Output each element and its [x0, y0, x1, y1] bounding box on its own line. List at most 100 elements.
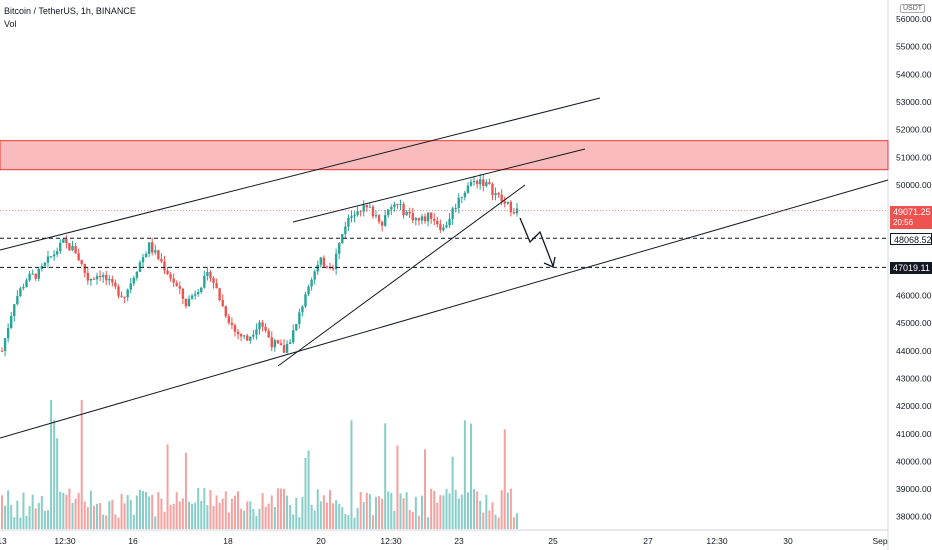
volume-bar	[276, 488, 279, 529]
candle-body	[117, 286, 120, 296]
time-tick-label: 12:30	[380, 536, 402, 546]
candle-body	[420, 216, 424, 221]
volume-indicator-label[interactable]: Vol	[4, 19, 17, 29]
candle-body	[380, 221, 384, 226]
candle-body	[43, 262, 47, 266]
volume-bar	[494, 514, 497, 529]
volume-bar	[289, 504, 292, 529]
candle-body	[457, 197, 460, 208]
volume-bar	[436, 502, 439, 529]
candle-body	[138, 262, 142, 272]
candle-body	[334, 253, 338, 270]
candle-body	[215, 282, 218, 289]
volume-bar	[142, 491, 145, 529]
candle-body	[120, 295, 123, 297]
candle-body	[423, 216, 427, 222]
candle-body	[3, 338, 7, 351]
candle-body	[227, 316, 231, 323]
volume-bar	[439, 495, 442, 529]
candle-body	[466, 185, 470, 193]
volume-bar	[338, 503, 341, 529]
volume-bar	[237, 491, 240, 529]
candle-body	[390, 207, 393, 210]
candle-body	[454, 207, 457, 209]
candle-body	[86, 272, 90, 281]
volume-bar	[359, 492, 362, 529]
candle-body	[40, 265, 44, 269]
volume-bar	[200, 500, 203, 529]
symbol-title[interactable]: Bitcoin / TetherUS, 1h, BINANCE	[4, 6, 136, 16]
volume-bar	[86, 507, 89, 529]
volume-bar	[126, 494, 129, 529]
candle-body	[439, 224, 442, 231]
candle-body	[178, 286, 181, 289]
candle-body	[436, 220, 439, 225]
candle-body	[365, 205, 368, 208]
volume-bar	[215, 495, 218, 529]
candle-body	[144, 253, 148, 258]
volume-bar	[503, 429, 506, 529]
candle-body	[310, 279, 313, 287]
volume-bar	[516, 513, 518, 529]
volume-bar	[129, 499, 132, 529]
candle-body	[184, 298, 188, 307]
candle-body	[52, 254, 56, 257]
candle-body	[200, 287, 203, 293]
candle-body	[325, 266, 329, 268]
candle-body	[59, 242, 62, 252]
resistance-zone[interactable]	[0, 140, 889, 171]
volume-bar	[473, 488, 476, 529]
volume-bar	[249, 501, 252, 529]
candle-body	[417, 218, 421, 221]
volume-bar	[68, 488, 71, 529]
candle-body	[181, 288, 185, 299]
candle-body	[49, 256, 53, 258]
candle-body	[307, 286, 310, 295]
volume-bar	[252, 509, 255, 529]
candle-body	[503, 201, 506, 204]
trendline-drawings[interactable]	[0, 97, 889, 439]
volume-bar	[233, 495, 236, 529]
candle-body	[482, 179, 485, 186]
candle-body	[126, 289, 129, 298]
volume-bar	[120, 494, 123, 529]
candle-body	[16, 296, 19, 305]
volume-bar	[381, 498, 384, 529]
volume-bar	[157, 492, 160, 529]
candle-body	[160, 259, 163, 262]
volume-bar	[387, 491, 390, 529]
volume-bar	[350, 420, 353, 529]
volume-bar	[420, 495, 423, 529]
volume-bar	[22, 492, 25, 529]
candle-body	[65, 239, 68, 244]
volume-bar	[187, 501, 190, 529]
time-axis[interactable]: 13 12:30 16 18 20 12:30 23 25 27 12:30 30 Sep	[0, 536, 888, 546]
volume-bar	[396, 445, 399, 529]
volume-bar	[148, 496, 151, 529]
candle-body	[356, 211, 359, 216]
volume-bar	[491, 502, 494, 529]
candle-body	[9, 316, 13, 329]
price-tick-label: 54000.00	[896, 69, 932, 79]
candle-body	[135, 271, 139, 278]
candle-body	[500, 194, 503, 202]
candle-body	[313, 271, 316, 280]
candle-body	[212, 278, 215, 283]
candle-body	[169, 274, 172, 279]
candle-body	[190, 295, 194, 299]
volume-bar	[184, 452, 187, 529]
currency-badge[interactable]: USDT	[900, 4, 926, 13]
volume-bar	[40, 495, 43, 529]
candle-body	[147, 242, 151, 254]
time-tick-label: 12:30	[706, 536, 728, 546]
candle-body	[279, 343, 283, 346]
volume-bar	[92, 506, 95, 529]
volume-bar	[448, 493, 451, 529]
volume-bar	[402, 498, 405, 529]
volume-bar	[470, 423, 473, 529]
candle-body	[316, 264, 319, 272]
volume-bar	[313, 510, 316, 529]
candle-body	[206, 272, 209, 276]
